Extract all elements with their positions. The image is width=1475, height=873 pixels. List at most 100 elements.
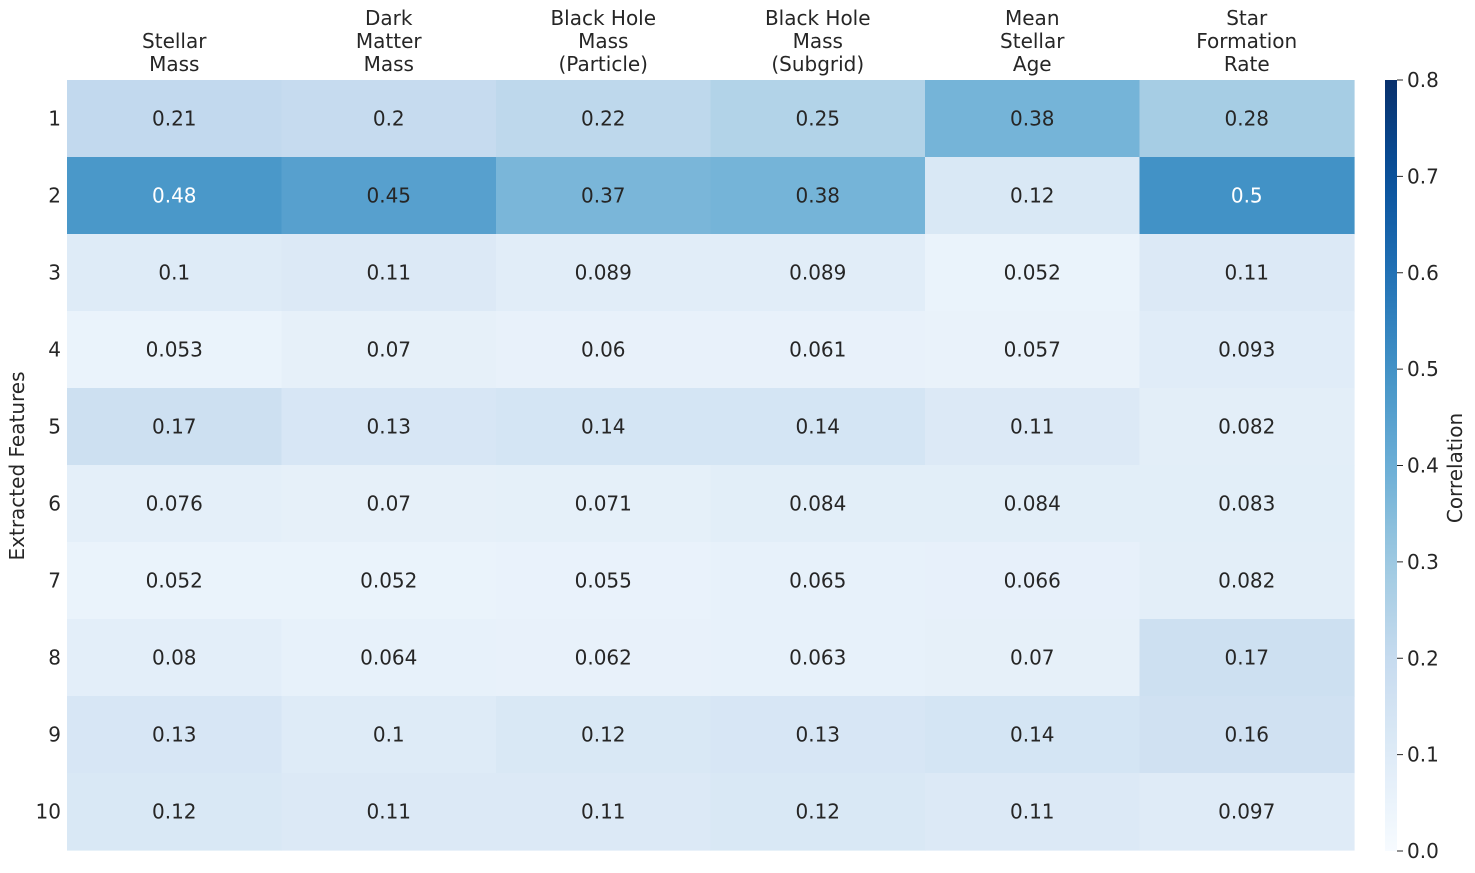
cell-value-label: 0.071: [575, 492, 632, 516]
cell-value-label: 0.37: [581, 184, 626, 208]
heatmap-cell: [281, 619, 497, 697]
column-label: Mass: [364, 52, 414, 76]
cell-value-label: 0.08: [152, 646, 197, 670]
heatmap-cell: [710, 388, 926, 466]
row-label: 7: [48, 569, 61, 593]
cell-value-label: 0.052: [1004, 261, 1061, 285]
cell-value-label: 0.089: [789, 261, 846, 285]
cell-value-label: 0.061: [789, 338, 846, 362]
column-label: Rate: [1224, 52, 1270, 76]
cell-value-label: 0.093: [1218, 338, 1275, 362]
heatmap-cell: [1139, 465, 1355, 543]
cell-value-label: 0.11: [1010, 800, 1055, 824]
cell-value-label: 0.07: [366, 338, 411, 362]
column-label: Age: [1013, 52, 1052, 76]
cell-value-label: 0.07: [1010, 646, 1055, 670]
heatmap-cell: [496, 80, 712, 158]
row-label: 2: [48, 184, 61, 208]
heatmap-cell: [925, 542, 1141, 620]
cell-value-label: 0.11: [581, 800, 626, 824]
column-label: Mean: [1005, 6, 1060, 30]
heatmap-cell: [925, 157, 1141, 235]
heatmap-cell: [496, 773, 712, 851]
cell-value-label: 0.11: [1224, 261, 1269, 285]
cell-value-label: 0.055: [575, 569, 632, 593]
colorbar-gradient: [1385, 80, 1397, 851]
heatmap-cell: [710, 465, 926, 543]
heatmap-cell: [67, 388, 283, 466]
cell-value-label: 0.11: [366, 261, 411, 285]
column-label: Formation: [1196, 29, 1297, 53]
cell-value-label: 0.13: [795, 723, 840, 747]
cell-value-label: 0.12: [1010, 184, 1055, 208]
row-label: 1: [48, 107, 61, 131]
column-label: Dark: [365, 6, 413, 30]
heatmap-cell: [925, 696, 1141, 774]
heatmap-cell: [1139, 311, 1355, 389]
cell-value-label: 0.076: [146, 492, 203, 516]
column-label: Stellar: [142, 29, 207, 53]
colorbar-tick-label: 0.8: [1407, 68, 1439, 92]
cell-value-label: 0.14: [795, 415, 840, 439]
cell-value-label: 0.1: [373, 723, 405, 747]
cell-value-label: 0.082: [1218, 415, 1275, 439]
heatmap-cell: [67, 234, 283, 312]
cell-value-label: 0.22: [581, 107, 626, 131]
heatmap-cell: [1139, 773, 1355, 851]
colorbar-tick-label: 0.5: [1407, 357, 1439, 381]
cell-value-label: 0.45: [366, 184, 411, 208]
heatmap-cell: [925, 773, 1141, 851]
cell-value-label: 0.11: [1010, 415, 1055, 439]
column-label: Mass: [578, 29, 628, 53]
column-label: Black Hole: [765, 6, 871, 30]
heatmap-cell: [281, 388, 497, 466]
heatmap-cell: [281, 157, 497, 235]
cell-value-label: 0.053: [146, 338, 203, 362]
heatmap-cells: 0.21 0.2 0.22 0.25 0.38 0.28 0.48 0.45 0.37 0.38 0…: [67, 80, 1355, 851]
column-label: Matter: [356, 29, 423, 53]
cell-value-label: 0.28: [1224, 107, 1269, 131]
cell-value-label: 0.052: [146, 569, 203, 593]
heatmap-cell: [925, 465, 1141, 543]
cell-value-label: 0.089: [575, 261, 632, 285]
column-label: Mass: [149, 52, 199, 76]
cell-value-label: 0.11: [366, 800, 411, 824]
cell-value-label: 0.097: [1218, 800, 1275, 824]
colorbar-tick-label: 0.6: [1407, 261, 1439, 285]
heatmap-cell: [67, 465, 283, 543]
heatmap-cell: [1139, 542, 1355, 620]
cell-value-label: 0.13: [152, 723, 197, 747]
heatmap-cell: [281, 696, 497, 774]
cell-value-label: 0.063: [789, 646, 846, 670]
heatmap-cell: [67, 773, 283, 851]
colorbar-tick-label: 0.7: [1407, 164, 1439, 188]
cell-value-label: 0.16: [1224, 723, 1269, 747]
heatmap-cell: [496, 619, 712, 697]
cell-value-label: 0.084: [1004, 492, 1061, 516]
heatmap-cell: [281, 311, 497, 389]
heatmap-cell: [1139, 234, 1355, 312]
heatmap-cell: [281, 542, 497, 620]
colorbar-tick-label: 0.2: [1407, 646, 1439, 670]
heatmap-cell: [925, 619, 1141, 697]
cell-value-label: 0.14: [581, 415, 626, 439]
cell-value-label: 0.12: [581, 723, 626, 747]
heatmap-cell: [496, 157, 712, 235]
heatmap-cell: [67, 696, 283, 774]
row-label: 10: [36, 800, 61, 824]
heatmap-cell: [1139, 619, 1355, 697]
row-label: 8: [48, 646, 61, 670]
heatmap-cell: [1139, 157, 1355, 235]
cell-value-label: 0.064: [360, 646, 417, 670]
cell-value-label: 0.14: [1010, 723, 1055, 747]
heatmap-cell: [281, 234, 497, 312]
cell-value-label: 0.084: [789, 492, 846, 516]
heatmap-cell: [496, 465, 712, 543]
cell-value-label: 0.057: [1004, 338, 1061, 362]
heatmap-cell: [710, 234, 926, 312]
row-labels: 1 2 3 4 5 6 7 8 9 10: [36, 107, 61, 824]
colorbar-tick-label: 0.4: [1407, 454, 1439, 478]
column-label: (Subgrid): [771, 52, 864, 76]
heatmap-cell: [67, 542, 283, 620]
